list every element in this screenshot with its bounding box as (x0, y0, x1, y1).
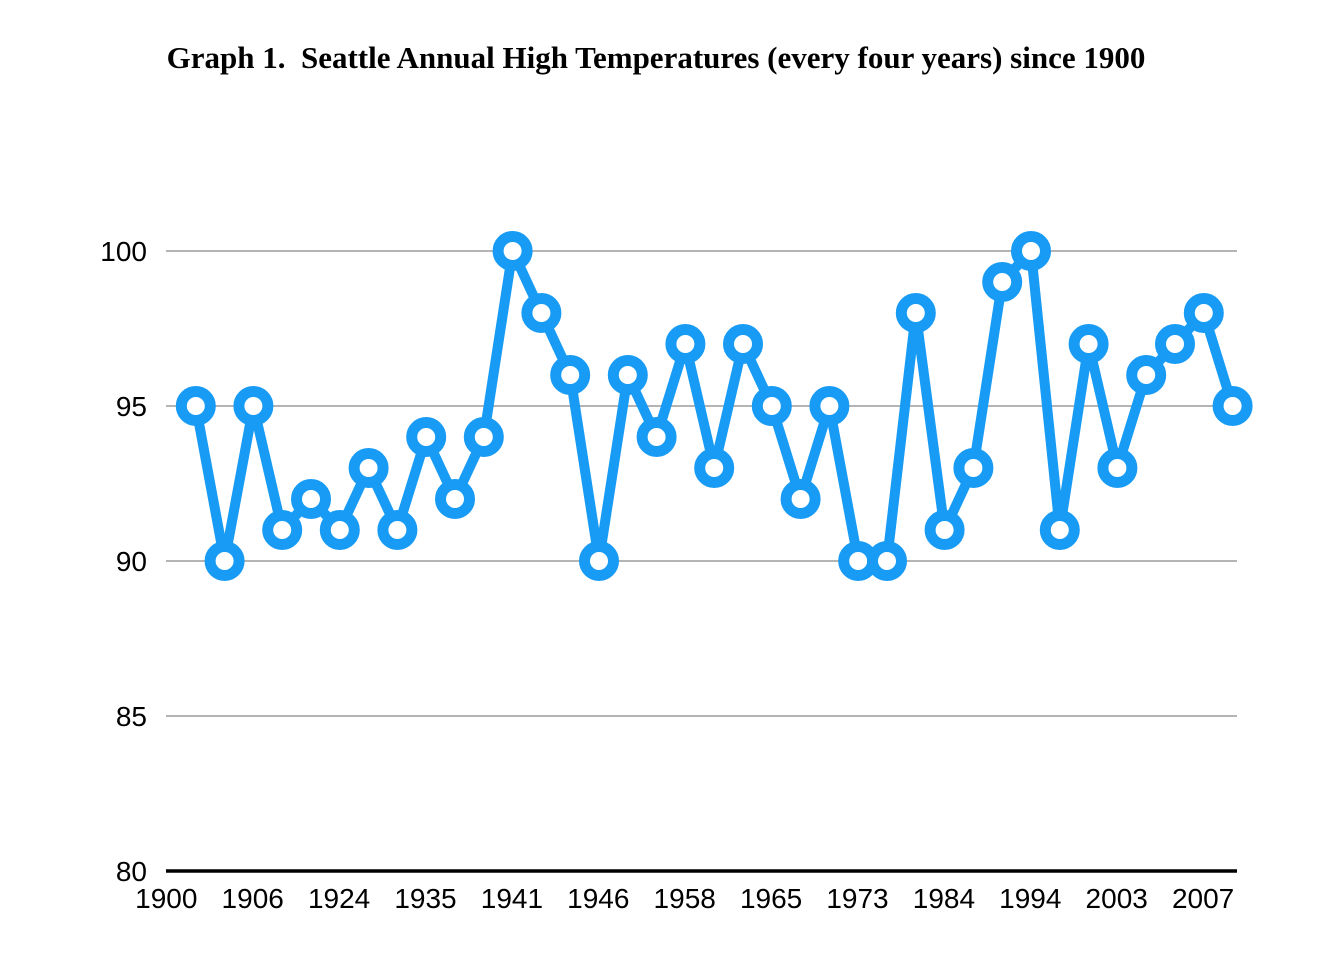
x-tick-label-1958: 1958 (654, 883, 716, 914)
data-point-marker-32 (1097, 448, 1138, 488)
data-point-marker-2 (233, 386, 274, 426)
data-point-marker-33 (1126, 355, 1167, 395)
y-tick-label-90: 90 (116, 546, 147, 577)
data-point-marker-28 (982, 262, 1023, 302)
data-point-marker-14 (579, 541, 619, 581)
data-point-marker-24 (867, 541, 907, 581)
data-point-marker-30 (1039, 510, 1080, 550)
x-tick-label-2007: 2007 (1172, 883, 1234, 914)
data-point-marker-19 (723, 324, 763, 364)
y-tick-label-95: 95 (116, 391, 147, 422)
data-point-marker-13 (550, 355, 591, 395)
data-point-marker-12 (521, 293, 562, 333)
data-point-marker-1 (204, 541, 245, 581)
x-tick-label-1924: 1924 (308, 883, 370, 914)
y-tick-label-100: 100 (100, 236, 147, 267)
x-tick-label-1994: 1994 (999, 883, 1061, 914)
data-point-marker-5 (319, 510, 360, 550)
x-tick-label-1906: 1906 (222, 883, 284, 914)
data-point-marker-11 (492, 231, 533, 271)
x-tick-label-1973: 1973 (826, 883, 888, 914)
data-point-marker-31 (1068, 324, 1109, 364)
data-point-marker-9 (435, 479, 475, 519)
data-point-marker-7 (377, 510, 418, 550)
chart-title: Graph 1. Seattle Annual High Temperature… (166, 40, 1146, 75)
data-point-marker-3 (262, 510, 303, 550)
data-point-marker-34 (1155, 324, 1195, 364)
data-point-marker-4 (291, 479, 331, 519)
data-point-marker-36 (1212, 386, 1253, 426)
data-point-marker-8 (406, 417, 447, 457)
x-tick-label-1941: 1941 (481, 883, 543, 914)
data-point-marker-22 (809, 386, 850, 426)
y-tick-label-80: 80 (116, 856, 147, 887)
x-tick-label-1935: 1935 (394, 883, 456, 914)
data-point-marker-0 (175, 386, 216, 426)
x-tick-label-1984: 1984 (913, 883, 975, 914)
data-point-marker-18 (694, 448, 735, 488)
data-point-marker-25 (895, 293, 936, 333)
data-point-marker-10 (463, 417, 504, 457)
data-point-marker-26 (924, 510, 965, 550)
data-point-marker-20 (751, 386, 792, 426)
x-tick-label-2003: 2003 (1086, 883, 1148, 914)
data-point-marker-15 (607, 355, 648, 395)
x-tick-label-1946: 1946 (567, 883, 629, 914)
x-tick-label-1900: 1900 (135, 883, 197, 914)
data-point-marker-21 (780, 479, 821, 519)
data-point-marker-35 (1183, 293, 1224, 333)
data-point-marker-29 (1011, 231, 1051, 271)
data-point-marker-6 (348, 448, 389, 488)
y-tick-label-85: 85 (116, 701, 147, 732)
data-point-marker-27 (953, 448, 994, 488)
x-tick-label-1965: 1965 (740, 883, 802, 914)
data-point-marker-16 (636, 417, 677, 457)
data-point-marker-17 (665, 324, 706, 364)
